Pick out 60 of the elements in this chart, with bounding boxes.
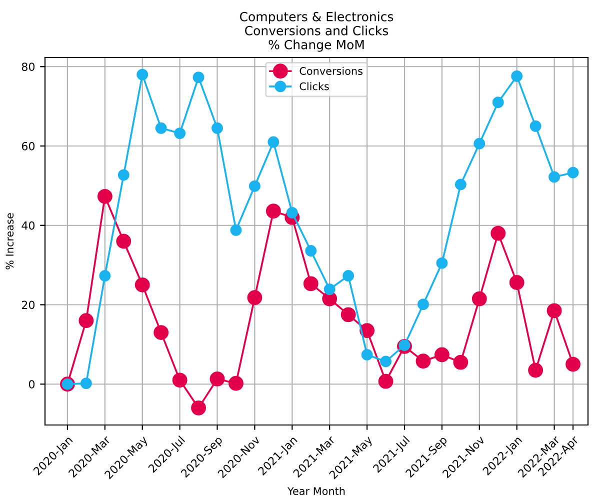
point: [511, 70, 523, 82]
point: [268, 136, 280, 148]
point: [155, 122, 167, 134]
point: [248, 180, 260, 192]
point: [212, 122, 223, 134]
point: [492, 96, 504, 108]
point: [192, 72, 204, 84]
point: [172, 372, 188, 388]
point: [78, 313, 94, 328]
y-tick-label: 80: [22, 62, 35, 72]
point: [509, 275, 524, 290]
point: [134, 277, 150, 292]
x-axis-title: Year Month: [287, 486, 345, 496]
point: [566, 356, 580, 372]
y-axis-title: % Increase: [6, 213, 14, 270]
y-tick-label: 40: [22, 221, 35, 230]
point: [303, 276, 318, 292]
legend-label: Conversions: [300, 66, 362, 75]
point: [228, 376, 244, 391]
point: [546, 303, 562, 318]
point: [472, 291, 487, 306]
point: [530, 120, 542, 132]
point: [436, 257, 448, 269]
point: [474, 138, 486, 150]
point: [230, 224, 242, 236]
point: [174, 128, 186, 140]
point: [378, 374, 394, 389]
point: [136, 68, 148, 80]
point: [266, 204, 281, 219]
y-tick-label: 60: [22, 142, 35, 150]
point: [305, 245, 317, 257]
point: [453, 354, 468, 370]
point: [361, 349, 373, 360]
point: [360, 323, 375, 338]
y-tick-label: 20: [22, 300, 35, 310]
point: [416, 354, 431, 369]
legend-label: Clicks: [300, 82, 329, 90]
point: [380, 356, 392, 368]
point: [80, 378, 92, 390]
point: [454, 178, 466, 190]
point: [191, 400, 206, 416]
point: [398, 340, 410, 351]
point: [324, 284, 336, 295]
point: [418, 298, 429, 310]
y-tick-label: 0: [28, 380, 35, 388]
point: [567, 166, 579, 178]
point: [210, 372, 225, 386]
point: [97, 188, 112, 204]
point: [528, 362, 544, 378]
point: [434, 347, 450, 362]
point: [99, 270, 111, 282]
point: [342, 270, 354, 282]
point: [118, 169, 130, 181]
point: [490, 226, 506, 241]
chart-title: Computers & Electronics Conversions and Clicks % Change MoM: [240, 12, 394, 52]
point: [154, 325, 169, 340]
point: [548, 171, 560, 183]
point: [340, 307, 356, 322]
point: [247, 290, 262, 306]
point: [116, 234, 132, 249]
